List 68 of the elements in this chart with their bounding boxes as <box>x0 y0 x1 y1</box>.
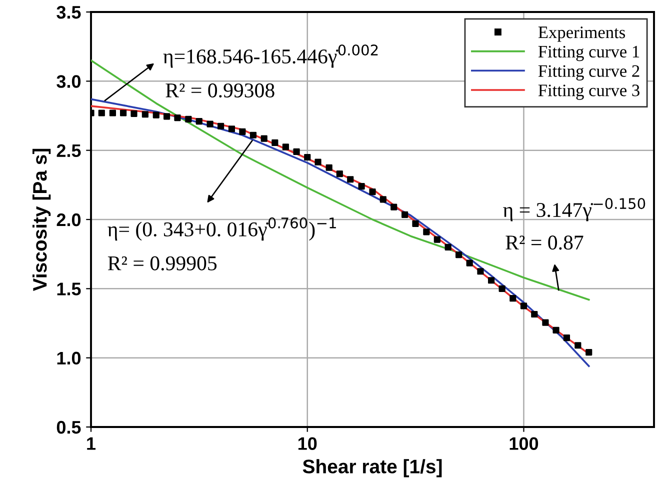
point <box>293 148 300 156</box>
y-tick-label: 2.0 <box>56 213 81 226</box>
point <box>130 110 138 117</box>
point <box>552 326 560 334</box>
y-tick-label: 3.5 <box>56 6 81 19</box>
point <box>510 295 516 302</box>
y-axis-title: Viscosity [Pa s] <box>32 148 51 292</box>
point <box>98 110 105 116</box>
legend-label: Fitting curve 2 <box>538 65 640 80</box>
point <box>142 111 148 118</box>
point <box>228 126 235 132</box>
point <box>498 285 506 292</box>
point <box>304 154 311 161</box>
x-tick-label: 100 <box>510 437 538 450</box>
point <box>434 236 440 243</box>
point <box>336 170 343 178</box>
point <box>260 135 268 142</box>
point <box>488 277 495 284</box>
y-tick-label: 3.0 <box>56 75 81 88</box>
point <box>109 110 116 116</box>
point <box>239 128 246 135</box>
point <box>347 176 354 183</box>
point <box>586 349 592 356</box>
legend-label: Fitting curve 3 <box>538 84 640 100</box>
legend-label: Fitting curve 1 <box>538 46 640 62</box>
point <box>444 244 452 250</box>
y-tick-label: 2.5 <box>56 144 81 158</box>
point <box>163 113 170 120</box>
point <box>423 228 430 236</box>
point <box>218 122 224 130</box>
annotation: R² = 0.99308 <box>166 83 274 98</box>
point <box>369 188 376 196</box>
point <box>314 158 322 166</box>
point <box>174 114 181 122</box>
x-axis-title: Shear rate [1/s] <box>302 459 442 478</box>
annotation: R² = 0.87 <box>506 236 584 250</box>
annotation: η= (0. 343+0. 016γ̇$^{0.760}$)$^{−1}$ <box>108 217 336 241</box>
point <box>466 260 473 266</box>
point <box>380 196 386 203</box>
y-tick-label: 1.5 <box>57 282 81 296</box>
point <box>390 204 398 210</box>
point <box>563 334 570 342</box>
annotation: η = 3.147γ̇$^{−0.150}$ <box>503 198 646 222</box>
point <box>152 112 160 118</box>
point <box>574 342 582 349</box>
legend-label: Experiments <box>538 26 626 42</box>
point <box>282 144 289 150</box>
x-tick-label: 1 <box>87 437 96 450</box>
point <box>455 251 462 258</box>
point <box>185 116 192 122</box>
point <box>272 139 278 146</box>
y-tick-label: 0.5 <box>56 420 81 434</box>
point <box>326 164 332 171</box>
point <box>250 132 257 138</box>
point <box>531 310 538 318</box>
point <box>196 118 202 125</box>
annotation: R² = 0.99905 <box>108 256 217 270</box>
point <box>120 110 127 116</box>
x-tick-label: 10 <box>298 437 317 450</box>
point <box>520 302 528 310</box>
point <box>477 268 484 275</box>
point <box>358 183 365 190</box>
point <box>412 220 419 227</box>
point <box>206 120 214 128</box>
point <box>401 211 408 218</box>
y-tick-label: 1.0 <box>57 352 81 365</box>
annotation: η=168.546-165.446γ̇$^{0.002}$ <box>163 44 378 68</box>
point <box>542 319 549 326</box>
